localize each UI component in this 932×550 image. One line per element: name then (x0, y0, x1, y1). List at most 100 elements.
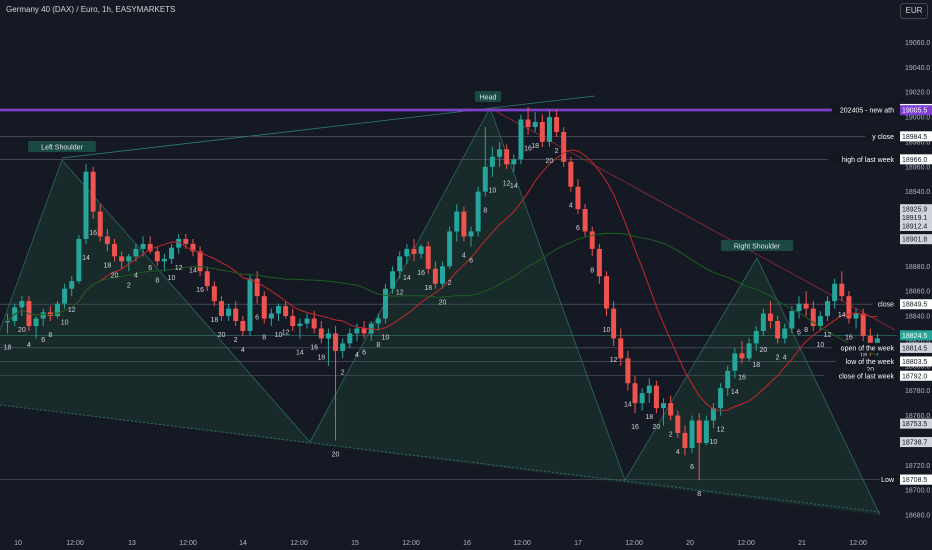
y-tick-label: 19020.0 (905, 90, 930, 97)
candle-body (390, 271, 396, 289)
bar-count-label: 20 (111, 272, 119, 279)
candle-body (83, 171, 89, 239)
bar-count-label: 12 (610, 357, 618, 364)
x-tick-label: 12:00 (513, 540, 531, 547)
price-axis (897, 0, 932, 550)
candle-body (775, 321, 781, 339)
candle-body (140, 243, 146, 249)
candle-body (69, 281, 75, 289)
candle-body (290, 316, 296, 326)
candle-body (611, 308, 617, 339)
candle-body (461, 211, 467, 237)
bar-count-label: 12 (824, 332, 832, 339)
bar-count-label: 18 (424, 285, 432, 292)
candle-body (325, 333, 331, 339)
candle-body (696, 420, 702, 443)
candle-body (860, 313, 866, 336)
candle-body (489, 156, 495, 167)
level-label: 202405 - new ath (840, 108, 894, 115)
candle-body (646, 385, 652, 394)
candle-body (226, 308, 232, 317)
bar-count-label: 14 (296, 349, 304, 356)
ma-red-line (7, 149, 878, 412)
level-label-box (865, 131, 897, 142)
candle-body (596, 248, 602, 277)
bar-count-label: 12 (68, 307, 76, 314)
bar-count-label: 10 (168, 275, 176, 282)
candle-body (625, 358, 631, 384)
candle-body (447, 231, 453, 267)
bar-count-label: 6 (690, 464, 694, 471)
candle-body (126, 256, 132, 262)
candle-body (710, 408, 716, 421)
candle-body (311, 318, 317, 329)
candle-body (789, 311, 795, 329)
price-tag (900, 105, 932, 116)
candle-body (718, 388, 724, 409)
candle-body (796, 303, 802, 312)
x-tick-label: 12:00 (849, 540, 867, 547)
bar-count-label: 18 (752, 362, 760, 369)
bar-count-label: 20 (866, 367, 874, 374)
candle-body (218, 301, 224, 317)
candle-body (190, 243, 196, 252)
currency-button[interactable]: EUR (900, 3, 928, 19)
candle-body (119, 256, 125, 262)
candle-body (297, 323, 303, 326)
y-tick-label: 18980.0 (905, 139, 930, 146)
bar-count-label: 8 (376, 342, 380, 349)
candle-body (76, 238, 82, 282)
candle-body (233, 308, 239, 322)
candle-body (668, 403, 674, 416)
y-tick-label: 18880.0 (905, 264, 930, 271)
candle-body (675, 415, 681, 433)
candle-body (197, 251, 203, 272)
candle-body (725, 370, 731, 389)
price-tag (900, 437, 932, 448)
candle-body (333, 333, 339, 351)
y-tick-label: 18780.0 (905, 388, 930, 395)
candle-body (732, 353, 738, 371)
x-tick-label: 15 (351, 540, 359, 547)
price-tag (900, 356, 932, 367)
y-tick-label: 18820.0 (905, 338, 930, 345)
bar-count-label: 2 (234, 337, 238, 344)
bar-count-label: 8 (48, 332, 52, 339)
candle-body (347, 333, 353, 344)
candle-body (753, 330, 759, 344)
candle-body (568, 161, 574, 187)
bar-count-label: 14 (82, 255, 90, 262)
bar-count-label: 20 (18, 327, 26, 334)
x-tick-label: 10 (14, 540, 22, 547)
y-tick-label: 18760.0 (905, 413, 930, 420)
pattern-label-box (474, 91, 502, 102)
bar-count-label: 10 (61, 320, 69, 327)
bar-count-label: 12 (396, 290, 404, 297)
pattern-label: Right Shoulder (734, 244, 781, 251)
candle-body (304, 318, 310, 324)
bar-count-label: 4 (27, 342, 31, 349)
bar-count-label: 18 (859, 352, 867, 359)
candle-body (340, 343, 346, 351)
candle-body (454, 211, 460, 232)
bar-count-label: 16 (89, 230, 97, 237)
candle-body (539, 122, 545, 142)
level-label: open of the week (841, 345, 895, 352)
y-tick-label: 19000.0 (905, 115, 930, 122)
bar-count-label: 16 (738, 374, 746, 381)
x-tick-label: 14 (239, 540, 247, 547)
x-tick-label: 20 (686, 540, 694, 547)
candle-body (561, 131, 567, 162)
price-tag-value: 18708.5 (902, 477, 927, 484)
bar-count-label: 20 (759, 347, 767, 354)
candle-body (810, 308, 816, 326)
bar-count-label: 12 (282, 330, 290, 337)
candle-body (432, 268, 438, 284)
bar-count-label: 18 (103, 262, 111, 269)
x-tick-label: 12:00 (402, 540, 420, 547)
level-label-box (828, 154, 897, 165)
level-label-box (872, 299, 897, 310)
candle-body (468, 231, 474, 237)
candle-body (268, 313, 274, 319)
